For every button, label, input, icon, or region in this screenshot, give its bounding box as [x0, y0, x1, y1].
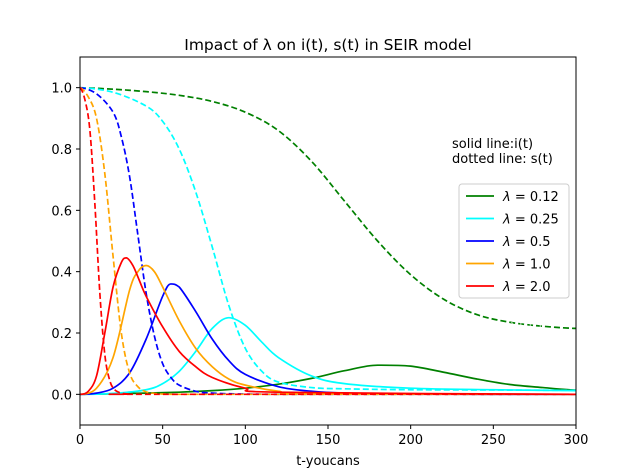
legend-entry: λ = 2.0	[466, 280, 551, 295]
legend-label: λ = 0.12	[502, 190, 559, 205]
legend-box	[458, 183, 570, 299]
series-012-i-line	[80, 364, 576, 396]
x-tick-label: 100	[233, 433, 258, 448]
legend-entry: λ = 1.0	[466, 258, 551, 273]
legend-label: λ = 0.5	[502, 235, 551, 250]
y-tick-label: 0.2	[51, 327, 72, 342]
y-tick-label: 0.4	[51, 266, 72, 281]
series-012-s-line	[80, 86, 576, 330]
legend-label: λ = 1.0	[502, 258, 551, 273]
watermark: youcans-XUPT	[452, 321, 544, 336]
y-tick-label: 1.0	[51, 82, 72, 97]
y-tick-label: 0.6	[51, 204, 72, 219]
series-20-s-line	[80, 86, 576, 396]
legend-entry: λ = 0.5	[466, 235, 551, 250]
annotation-solid-line: solid line:i(t)	[452, 137, 533, 152]
series-20-i-line	[80, 257, 576, 396]
legend-entry: λ = 0.12	[466, 190, 559, 205]
axes: 0 50 100 150 200 250 300 0.0 0.2 0.4 0.6 0.8 1.0	[51, 56, 589, 448]
annotation-dotted-line: dotted line: s(t)	[452, 152, 553, 167]
x-tick-label: 250	[481, 433, 506, 448]
x-tick-label: 0	[76, 433, 84, 448]
x-axis-label: t-youcans	[296, 454, 360, 469]
x-tick-label: 300	[564, 433, 589, 448]
legend-label: λ = 0.25	[502, 213, 559, 228]
legend-entry: λ = 0.25	[466, 213, 559, 228]
legend-label: λ = 2.0	[502, 280, 551, 295]
x-tick-label: 50	[154, 433, 171, 448]
chart-title: Impact of λ on i(t), s(t) in SEIR model	[184, 36, 471, 54]
y-tick-label: 0.8	[51, 143, 72, 158]
x-tick-label: 200	[398, 433, 423, 448]
legend: λ = 0.12 λ = 0.25 λ = 0.5 λ = 1.0 λ = 2.0	[458, 183, 570, 299]
plot-area	[80, 86, 576, 396]
series-10-s-line	[80, 86, 576, 396]
y-tick-label: 0.0	[51, 388, 72, 403]
chart-text: Impact of λ on i(t), s(t) in SEIR model …	[184, 36, 553, 469]
series-025-s-line	[80, 86, 576, 392]
series-025-i-line	[80, 316, 576, 396]
x-tick-label: 150	[316, 433, 341, 448]
